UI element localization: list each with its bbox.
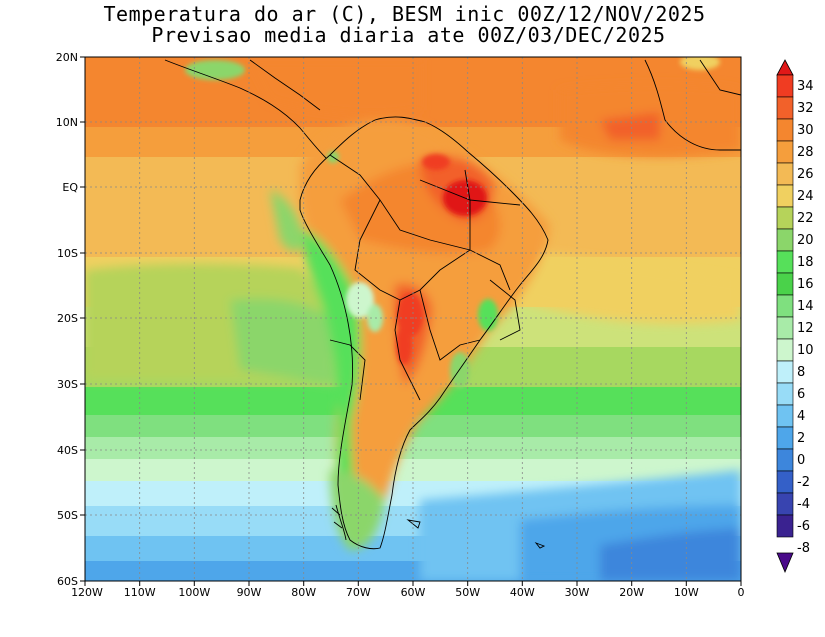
lon-label: 30W <box>565 586 590 599</box>
colorbar-swatch <box>776 426 794 450</box>
lon-label: 100W <box>178 586 210 599</box>
colorbar-swatch <box>776 316 794 340</box>
colorbar-swatch <box>776 250 794 274</box>
colorbar-swatch <box>776 338 794 362</box>
colorbar-swatch <box>776 514 794 538</box>
colorbar-label: 22 <box>797 211 814 226</box>
colorbar-top-arrow <box>776 59 794 76</box>
colorbar-label: -6 <box>797 519 810 534</box>
longitude-labels: 120W 110W 100W 90W 80W 70W 60W 50W 40W 3… <box>71 586 744 599</box>
colorbar-label: 12 <box>797 321 814 336</box>
colorbar-label: 34 <box>797 79 814 94</box>
colorbar-label: 14 <box>797 299 814 314</box>
colorbar-bottom-arrow <box>776 552 794 574</box>
colorbar-label: 6 <box>797 387 805 402</box>
lon-label: 120W <box>71 586 103 599</box>
colorbar-swatch <box>776 404 794 428</box>
lon-label: 20W <box>619 586 644 599</box>
colorbar-label: -2 <box>797 475 810 490</box>
colorbar-swatch <box>776 272 794 296</box>
graticule <box>85 57 741 581</box>
lat-label: 10N <box>56 116 78 129</box>
lat-label: 20S <box>57 312 78 325</box>
colorbar-label: 32 <box>797 101 814 116</box>
colorbar-label: -4 <box>797 497 810 512</box>
colorbar-swatch <box>776 206 794 230</box>
colorbar-label: 26 <box>797 167 814 182</box>
colorbar: 34 32 30 28 26 24 22 20 18 16 14 12 10 8… <box>776 59 814 574</box>
colorbar-swatch <box>776 492 794 516</box>
map-title-line2: Previsao media diaria ate 00Z/03/DEC/202… <box>151 23 666 47</box>
temperature-field <box>85 57 741 581</box>
axis-ticks <box>80 56 742 586</box>
colorbar-swatch <box>776 96 794 120</box>
colorbar-label: 2 <box>797 431 805 446</box>
colorbar-label: 4 <box>797 409 805 424</box>
colorbar-swatch <box>776 74 794 98</box>
lon-label: 10W <box>674 586 699 599</box>
lon-label: 60W <box>401 586 426 599</box>
colorbar-label: 10 <box>797 343 814 358</box>
lon-label: 0 <box>738 586 745 599</box>
colorbar-swatch <box>776 360 794 384</box>
lat-label: 60S <box>57 575 78 588</box>
lat-label: 10S <box>57 247 78 260</box>
colorbar-swatch <box>776 162 794 186</box>
colorbar-label: 18 <box>797 255 814 270</box>
lon-label: 50W <box>455 586 480 599</box>
colorbar-label: 30 <box>797 123 814 138</box>
lat-label: 40S <box>57 444 78 457</box>
map-title-line1: Temperatura do ar (C), BESM inic 00Z/12/… <box>103 2 706 26</box>
lat-label: 20N <box>56 51 78 64</box>
colorbar-swatch <box>776 118 794 142</box>
colorbar-label: 16 <box>797 277 814 292</box>
colorbar-swatch <box>776 140 794 164</box>
colorbar-label: 24 <box>797 189 814 204</box>
colorbar-label: 8 <box>797 365 805 380</box>
lon-label: 80W <box>291 586 316 599</box>
colorbar-swatch <box>776 294 794 318</box>
colorbar-label: 28 <box>797 145 814 160</box>
lat-label: EQ <box>62 181 78 194</box>
colorbar-label: -8 <box>797 541 810 556</box>
colorbar-swatch <box>776 184 794 208</box>
lon-label: 40W <box>510 586 535 599</box>
colorbar-label: 0 <box>797 453 805 468</box>
colorbar-swatch <box>776 448 794 472</box>
lat-label: 50S <box>57 509 78 522</box>
lat-label: 30S <box>57 378 78 391</box>
lon-label: 110W <box>124 586 156 599</box>
colorbar-swatch <box>776 382 794 406</box>
colorbar-swatch <box>776 228 794 252</box>
lon-label: 90W <box>237 586 262 599</box>
colorbar-swatch <box>776 470 794 494</box>
lon-label: 70W <box>346 586 371 599</box>
latitude-labels: 20N 10N EQ 10S 20S 30S 40S 50S 60S <box>56 51 79 588</box>
colorbar-label: 20 <box>797 233 814 248</box>
